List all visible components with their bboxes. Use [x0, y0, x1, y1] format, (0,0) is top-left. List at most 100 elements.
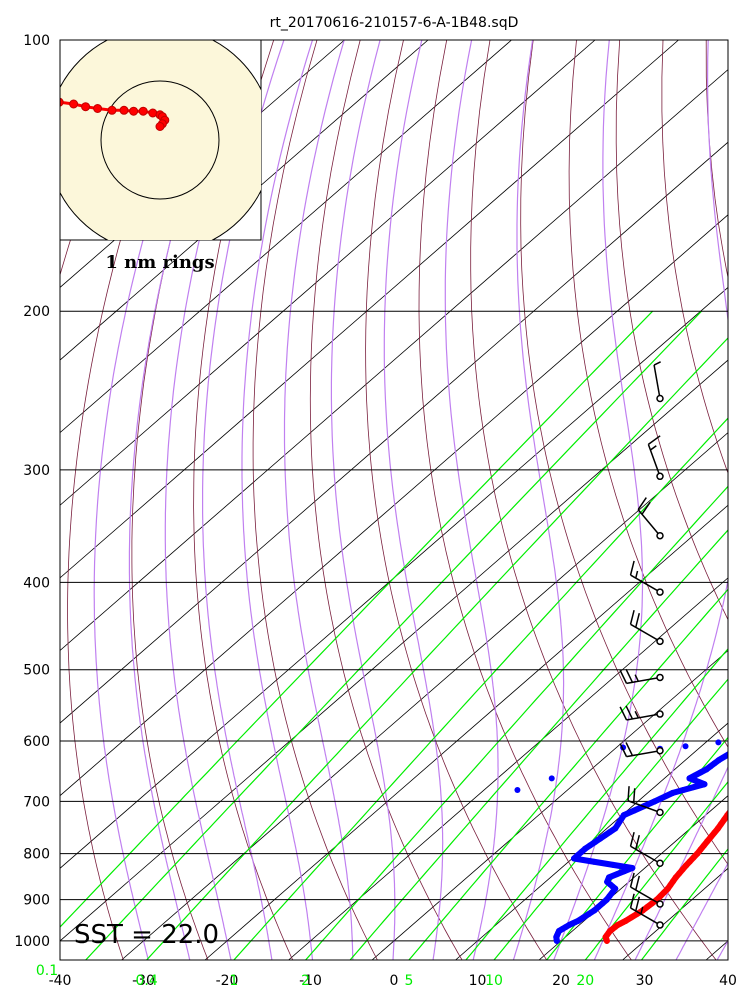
isotherm-line: [60, 69, 728, 652]
wind-barb: [627, 786, 664, 817]
temperature-axis-labels: -40 -30 -20 -10 0 10 20 30 40: [49, 973, 737, 989]
mixing-ratio-label: 20: [576, 973, 594, 989]
dewpoint-point: [585, 910, 592, 917]
temperature-point: [704, 838, 711, 845]
temperature-point: [718, 821, 725, 828]
dewpoint-point: [582, 845, 589, 852]
barb-station: [656, 808, 664, 817]
wind-barb: [637, 497, 664, 540]
moist-adiabat-line: [675, 861, 728, 960]
mixing-ratio-label: 10: [485, 973, 503, 989]
dry-adiabat-line: [365, 40, 548, 960]
dewpoint-point: [691, 777, 698, 784]
pressure-label: 900: [23, 893, 50, 909]
temperature-point: [622, 917, 629, 924]
wind-barb: [647, 435, 664, 481]
dry-adiabat-line: [252, 40, 378, 960]
dry-adiabat-line: [67, 40, 188, 960]
temperature-label: 40: [719, 973, 737, 989]
drift-track-point: [148, 108, 158, 118]
pressure-label: 800: [23, 847, 50, 863]
dewpoint-point: [629, 865, 636, 872]
barb-flag-full: [641, 501, 651, 515]
wind-barb: [619, 742, 664, 758]
barb-flag-full: [627, 786, 630, 801]
dewpoint-point: [715, 757, 722, 764]
dewpoint-point: [610, 861, 617, 868]
drift-track-point: [138, 106, 148, 116]
dry-adiabat-line: [470, 40, 717, 960]
barb-flag-half: [634, 674, 640, 682]
barb-flag-half: [635, 570, 639, 579]
moist-adiabat-line: [330, 40, 396, 960]
mixing-ratio-line: [60, 310, 654, 928]
barb-flag-full: [637, 497, 647, 511]
dewpoint-point: [602, 832, 609, 839]
temperature-point: [724, 812, 728, 819]
isotherm-line: [60, 359, 728, 942]
temperature-label: 0: [390, 973, 399, 989]
pressure-label: 200: [23, 304, 50, 320]
dry-adiabat-line: [309, 40, 463, 960]
pressure-label: 300: [23, 463, 50, 479]
dewpoint-point: [621, 868, 628, 875]
mixing-ratio-line: [493, 678, 728, 960]
dewpoint-point: [669, 789, 676, 796]
isotherm-line: [455, 722, 728, 960]
temperature-label: -40: [49, 973, 72, 989]
barb-station: [656, 673, 664, 682]
dry-adiabat-line: [520, 40, 728, 866]
barb-flag-full: [625, 742, 634, 756]
barb-station: [656, 746, 664, 755]
mixing-ratio-line: [146, 337, 728, 960]
isobar-lines: [60, 39, 728, 942]
temperature-label: -10: [299, 973, 322, 989]
dewpoint-point: [617, 816, 624, 823]
barb-flag-full: [629, 610, 635, 625]
dewpoint-point: [651, 798, 658, 805]
temperature-point: [690, 854, 697, 861]
isotherm-line: [60, 40, 512, 434]
temperature-point: [649, 900, 656, 907]
barb-staff: [653, 364, 661, 399]
dewpoint-point: [575, 917, 582, 924]
barb-station: [656, 921, 664, 929]
dewpoint-point: [587, 842, 594, 849]
pressure-label: 100: [23, 33, 50, 49]
wind-barb: [629, 831, 664, 868]
drift-track-point: [69, 99, 79, 109]
dewpoint-point: [592, 839, 599, 846]
barb-flag-full: [635, 613, 641, 628]
barb-station: [656, 394, 664, 403]
dewpoint-point: [595, 903, 602, 910]
dewpoint-point: [663, 792, 670, 799]
wind-barb: [653, 361, 664, 403]
barb-station: [656, 900, 664, 908]
isotherm-line: [60, 40, 596, 506]
dewpoint-point: [686, 775, 693, 782]
dewpoint-point: [620, 812, 627, 819]
moist-adiabat-line: [128, 40, 234, 960]
dewpoint-point: [697, 769, 704, 776]
wind-barb: [619, 668, 664, 685]
barb-flag-full: [635, 834, 641, 850]
dewpoint-point: [612, 825, 619, 832]
barb-flag-full: [635, 896, 641, 912]
barb-station: [656, 859, 664, 868]
pressure-label: 1000: [14, 934, 50, 950]
dewpoint-point: [597, 835, 604, 842]
dewpoint-point: [711, 760, 718, 767]
temperature-point: [686, 858, 693, 865]
isotherm-line: [538, 795, 728, 960]
moist-adiabat-line: [93, 40, 210, 960]
outer-range-ring: [60, 40, 261, 240]
dewpoint-scatter-point: [514, 787, 521, 794]
dewpoint-point: [692, 772, 699, 779]
barb-flag-full: [629, 893, 635, 909]
barb-flag-full: [619, 743, 628, 757]
wind-barb: [619, 705, 664, 721]
dewpoint-point: [580, 914, 587, 921]
isotherm-line: [288, 577, 728, 960]
mixing-ratio-label: 2: [301, 973, 310, 989]
inner-range-ring: [100, 80, 220, 200]
